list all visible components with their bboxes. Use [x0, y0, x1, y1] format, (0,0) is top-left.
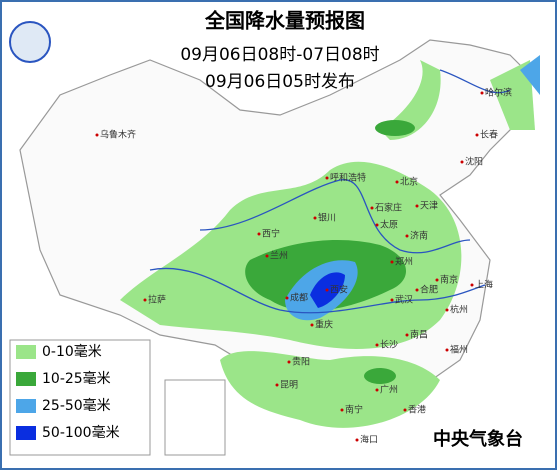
city-dot: [475, 133, 479, 137]
city-label: 上海: [475, 279, 493, 291]
city-label: 天津: [420, 201, 438, 212]
city-dot: [340, 408, 344, 412]
city-dot: [375, 223, 379, 227]
legend: 0-10毫米 10-25毫米 25-50毫米 50-100毫米: [16, 343, 120, 441]
city-dot: [287, 360, 291, 364]
city-dot: [375, 343, 379, 347]
legend-label: 50-100毫米: [42, 424, 120, 441]
city-label: 哈尔滨: [485, 87, 512, 99]
city-dot: [445, 308, 449, 312]
city-dot: [390, 260, 394, 264]
city-label: 乌鲁木齐: [100, 129, 136, 141]
city-dot: [370, 206, 374, 210]
period: 09月06日08时-07日08时: [180, 45, 379, 65]
city-dot: [275, 383, 279, 387]
city-dot: [405, 333, 409, 337]
city-label: 银川: [318, 212, 336, 224]
city-dot: [445, 348, 449, 352]
city-label: 香港: [408, 404, 426, 416]
city-label: 郑州: [395, 256, 413, 268]
city-dot: [435, 278, 439, 282]
city-dot: [95, 133, 99, 137]
city-label: 福州: [450, 344, 468, 356]
city-label: 西宁: [262, 228, 280, 240]
city-label: 沈阳: [465, 156, 483, 168]
city-dot: [460, 160, 464, 164]
city-label: 南昌: [410, 329, 428, 341]
city-dot: [285, 296, 289, 300]
city-dot: [480, 91, 484, 95]
city-label: 太原: [380, 219, 398, 231]
legend-label: 0-10毫米: [42, 343, 102, 360]
city-label: 长沙: [380, 339, 398, 351]
city-label: 成都: [290, 292, 308, 304]
city-label: 南京: [440, 274, 458, 286]
legend-swatch: [16, 399, 36, 413]
city-dot: [355, 438, 359, 442]
legend-swatch: [16, 426, 36, 440]
city-dot: [325, 176, 329, 180]
city-label: 北京: [400, 176, 418, 188]
city-label: 石家庄: [375, 202, 402, 214]
city-dot: [325, 288, 329, 292]
city-dot: [313, 216, 317, 220]
city-label: 拉萨: [148, 294, 166, 306]
city-label: 贵阳: [292, 356, 310, 368]
city-label: 海口: [360, 434, 378, 446]
city-label: 西安: [330, 284, 348, 296]
city-dot: [310, 323, 314, 327]
agency: 中央气象台: [433, 428, 523, 450]
city-label: 杭州: [450, 304, 468, 316]
city-dot: [143, 298, 147, 302]
city-dot: [405, 234, 409, 238]
city-label: 南宁: [345, 404, 363, 416]
city-dot: [415, 204, 419, 208]
city-label: 兰州: [270, 250, 288, 262]
title: 全国降水量预报图: [204, 9, 365, 33]
city-dot: [403, 408, 407, 412]
south-sea-inset: [164, 379, 226, 456]
city-dot: [390, 298, 394, 302]
legend-swatch: [16, 345, 36, 359]
legend-swatch: [16, 372, 36, 386]
city-label: 济南: [410, 230, 428, 242]
city-label: 重庆: [315, 319, 333, 331]
city-dot: [375, 388, 379, 392]
rivers: [149, 69, 511, 314]
logo: [9, 21, 51, 63]
city-dot: [395, 180, 399, 184]
legend-label: 25-50毫米: [42, 397, 111, 414]
rain-areas: [120, 55, 540, 428]
city-label: 昆明: [280, 380, 298, 391]
city-label: 长春: [480, 129, 498, 141]
legend-label: 10-25毫米: [42, 370, 111, 387]
city-dot: [265, 254, 269, 258]
city-label: 合肥: [420, 284, 438, 296]
city-label: 武汉: [395, 294, 413, 306]
issued: 09月06日05时发布: [205, 72, 355, 92]
city-dot: [415, 288, 419, 292]
city-dot: [470, 283, 474, 287]
city-dot: [257, 232, 261, 236]
city-label: 广州: [380, 384, 398, 396]
city-label: 呼和浩特: [330, 172, 366, 184]
